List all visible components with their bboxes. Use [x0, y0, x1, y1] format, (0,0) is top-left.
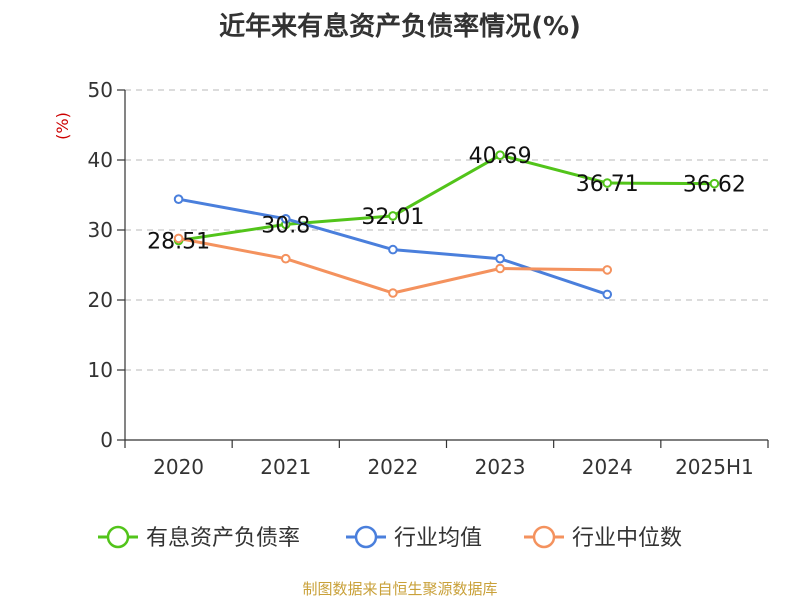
x-tick-label: 2025H1 — [675, 455, 754, 479]
data-label: 40.69 — [469, 144, 532, 169]
data-point — [495, 150, 505, 160]
y-tick-label: 10 — [88, 358, 113, 382]
x-tick-label: 2023 — [475, 455, 526, 479]
data-label: 36.71 — [576, 172, 639, 197]
data-point — [280, 214, 291, 224]
data-label: 36.62 — [683, 173, 746, 198]
data-point — [388, 211, 398, 221]
x-tick-label: 2020 — [153, 455, 204, 479]
source-note: 制图数据来自恒生聚源数据库 — [302, 580, 498, 598]
chart-title: 近年来有息资产负债率情况(%) — [219, 12, 581, 42]
data-point — [388, 244, 398, 255]
legend-swatch-marker — [106, 525, 130, 549]
x-tick-label: 2021 — [260, 455, 311, 479]
series-line — [178, 153, 715, 242]
data-point — [173, 194, 184, 204]
data-label: 32.01 — [361, 205, 424, 230]
data-label: 28.51 — [147, 229, 210, 254]
x-tick-label: 2022 — [367, 455, 418, 479]
data-point — [173, 233, 184, 244]
data-label: 30.8 — [261, 213, 310, 238]
data-point — [388, 288, 398, 298]
data-point — [709, 178, 720, 189]
data-point — [495, 253, 505, 264]
legend-label: 行业均值 — [394, 526, 482, 551]
data-point — [602, 289, 613, 300]
y-tick-label: 30 — [88, 218, 113, 242]
data-point — [602, 265, 613, 275]
legend-swatch-marker — [532, 525, 556, 549]
legend-label: 有息资产负债率 — [146, 526, 300, 551]
data-point — [602, 178, 613, 188]
data-point — [495, 263, 505, 274]
x-tick-label: 2024 — [582, 455, 633, 479]
y-axis-label: (%) — [53, 112, 72, 140]
data-point — [280, 253, 291, 264]
y-tick-label: 0 — [100, 428, 113, 452]
y-tick-label: 40 — [88, 148, 113, 172]
legend-label: 行业中位数 — [572, 526, 682, 551]
legend-swatch-marker — [354, 525, 378, 549]
y-tick-label: 20 — [88, 288, 113, 312]
y-tick-label: 50 — [88, 78, 113, 102]
